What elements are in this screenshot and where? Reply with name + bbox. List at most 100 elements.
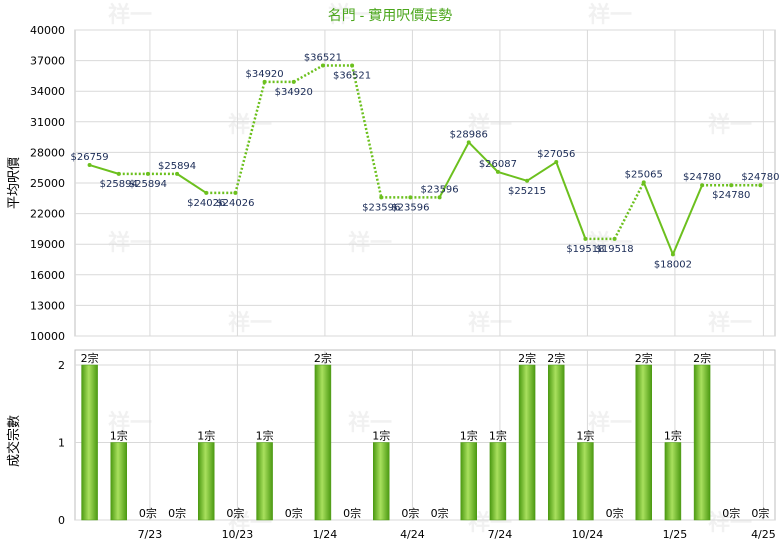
price-data-label: $26087 bbox=[479, 159, 517, 170]
price-point bbox=[670, 252, 675, 257]
price-data-label: $25894 bbox=[158, 161, 196, 172]
count-bar bbox=[460, 442, 477, 521]
count-bar-label: 1宗 bbox=[460, 429, 478, 443]
text-layer: 7/23 10/23 1/24 4/24 7/24 10/24 1/25 4/25 10000 1… bbox=[30, 24, 780, 541]
price-line-segment bbox=[555, 161, 587, 240]
count-bar-label: 0宗 bbox=[285, 506, 303, 520]
price-y-tick-label: 40000 bbox=[30, 24, 65, 37]
x-tick-label: 10/23 bbox=[222, 528, 254, 541]
x-tick-label: 1/24 bbox=[313, 528, 338, 541]
count-bar bbox=[693, 364, 711, 521]
price-y-tick-label: 22000 bbox=[30, 208, 65, 221]
price-line-segment bbox=[89, 164, 120, 175]
count-y-tick-label: 1 bbox=[58, 437, 65, 450]
count-bar-label: 1宗 bbox=[197, 429, 215, 443]
price-y-axis-label: 平均呎價 bbox=[6, 157, 21, 209]
price-data-label: $36521 bbox=[333, 70, 371, 81]
watermark-text: 祥一 bbox=[228, 310, 272, 336]
count-bar-label: 0宗 bbox=[401, 506, 419, 520]
price-line-segment bbox=[642, 181, 674, 255]
price-point bbox=[116, 171, 121, 176]
count-bar bbox=[256, 442, 273, 521]
price-points-layer bbox=[87, 63, 763, 257]
price-data-label: $36521 bbox=[304, 52, 342, 63]
price-point bbox=[204, 190, 209, 195]
watermark-text: 祥一 bbox=[588, 230, 632, 256]
count-bar-label: 2宗 bbox=[518, 351, 536, 365]
price-point bbox=[466, 140, 471, 145]
price-data-label: $24780 bbox=[741, 172, 779, 183]
count-bar-label: 0宗 bbox=[343, 506, 361, 520]
price-point bbox=[583, 236, 588, 241]
x-tick-label: 4/25 bbox=[751, 528, 776, 541]
price-data-label: $34920 bbox=[245, 69, 283, 80]
count-bar bbox=[314, 364, 332, 521]
price-data-label: $19518 bbox=[595, 244, 633, 255]
count-bar-label: 1宗 bbox=[664, 429, 682, 443]
x-tick-label: 7/24 bbox=[488, 528, 513, 541]
x-tick-label: 4/24 bbox=[400, 528, 425, 541]
count-bar bbox=[518, 364, 536, 521]
count-bar bbox=[548, 364, 565, 521]
count-bar-label: 1宗 bbox=[576, 429, 594, 443]
watermark-text: 祥一 bbox=[468, 310, 512, 336]
count-bar-label: 1宗 bbox=[256, 429, 274, 443]
watermark-text: 祥一 bbox=[468, 112, 512, 138]
price-point bbox=[350, 63, 355, 68]
price-data-label: $24780 bbox=[712, 190, 750, 201]
price-data-label: $26759 bbox=[70, 152, 108, 163]
price-data-label: $18002 bbox=[654, 259, 692, 270]
bars-layer bbox=[81, 364, 711, 521]
count-bar bbox=[110, 442, 127, 521]
count-bar bbox=[81, 364, 98, 521]
watermark-text: 祥一 bbox=[588, 2, 632, 28]
count-bar bbox=[373, 442, 390, 521]
count-bar bbox=[577, 442, 594, 521]
count-bar-label: 1宗 bbox=[489, 429, 507, 443]
price-data-label: $24780 bbox=[683, 172, 721, 183]
price-line-layer bbox=[89, 64, 761, 255]
price-data-label: $19518 bbox=[566, 244, 604, 255]
price-line-segment bbox=[176, 173, 207, 194]
price-data-label: $23596 bbox=[420, 184, 458, 195]
count-bar-label: 0宗 bbox=[139, 506, 157, 520]
price-line-segment bbox=[613, 181, 645, 240]
count-bar bbox=[664, 442, 682, 521]
x-tick-label: 7/23 bbox=[138, 528, 163, 541]
count-bar-label: 0宗 bbox=[751, 506, 769, 520]
price-line-segment bbox=[293, 64, 324, 83]
price-y-tick-label: 16000 bbox=[30, 269, 65, 282]
price-point bbox=[291, 79, 296, 84]
price-data-label: $28986 bbox=[450, 129, 488, 140]
count-bar-label: 1宗 bbox=[372, 429, 390, 443]
price-line-segment bbox=[497, 170, 528, 182]
count-bar-label: 0宗 bbox=[431, 506, 449, 520]
x-tick-label: 1/25 bbox=[663, 528, 688, 541]
price-line-segment bbox=[468, 141, 499, 173]
price-data-label: $23596 bbox=[362, 202, 400, 213]
price-point bbox=[641, 180, 646, 185]
price-data-label: $24026 bbox=[187, 198, 225, 209]
price-data-label: $24026 bbox=[216, 198, 254, 209]
x-tick-label: 10/24 bbox=[572, 528, 604, 541]
count-bar-label: 2宗 bbox=[81, 351, 99, 365]
count-y-tick-label: 0 bbox=[58, 514, 65, 527]
price-line-segment bbox=[234, 81, 266, 194]
price-point bbox=[700, 183, 705, 188]
watermark-text: 祥一 bbox=[108, 230, 152, 256]
count-bar-label: 0宗 bbox=[722, 506, 740, 520]
count-bar-label: 2宗 bbox=[314, 351, 332, 365]
price-data-label: $34920 bbox=[275, 87, 313, 98]
price-point bbox=[262, 79, 267, 84]
price-point bbox=[145, 171, 150, 176]
price-data-label: $25894 bbox=[100, 179, 138, 190]
count-y-axis-label: 成交宗數 bbox=[6, 415, 21, 467]
count-bar bbox=[489, 442, 507, 521]
price-y-tick-label: 31000 bbox=[30, 116, 65, 129]
price-line-segment bbox=[526, 161, 557, 182]
count-bar-label: 0宗 bbox=[606, 506, 624, 520]
watermark-text: 祥一 bbox=[708, 112, 752, 138]
price-point bbox=[554, 160, 559, 165]
chart-title: 名門 - 實用呎價走勢 bbox=[328, 7, 452, 23]
